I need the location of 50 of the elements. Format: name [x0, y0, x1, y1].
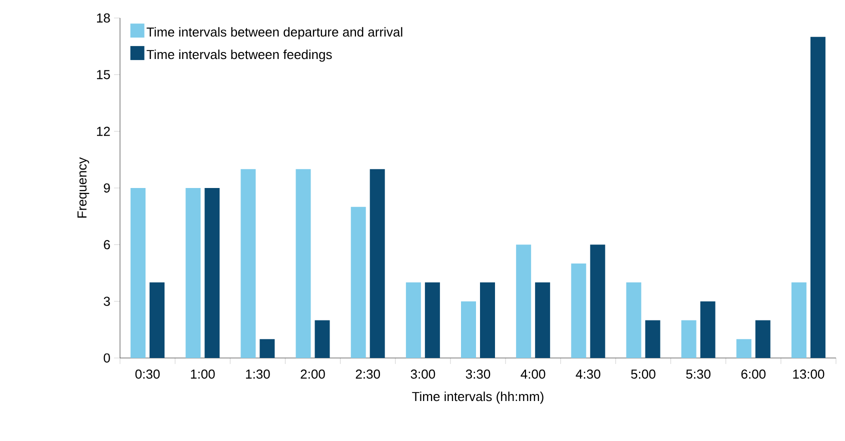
y-tick-label: 3	[104, 296, 110, 306]
bar	[755, 320, 770, 358]
x-tick-label: 4:30	[576, 370, 600, 379]
legend-label: Time intervals between departure and arrival	[146, 27, 402, 40]
bar	[791, 282, 806, 358]
bar	[681, 320, 696, 358]
y-tick-label: 18	[97, 13, 110, 23]
y-tick-label: 15	[97, 70, 110, 80]
x-tick-label: 6:00	[741, 370, 766, 379]
bar	[350, 206, 366, 358]
bar	[424, 282, 440, 358]
bar	[590, 244, 606, 358]
bar	[296, 169, 311, 358]
x-tick-label: 2:00	[300, 370, 325, 379]
bar	[150, 282, 165, 358]
x-tick-label: 1:30	[246, 370, 270, 379]
x-tick-label: 3:00	[410, 370, 436, 379]
y-axis-title: Frequency	[78, 157, 90, 218]
y-tick-label: 6	[104, 240, 110, 250]
bar	[516, 244, 532, 358]
x-axis-title: Time intervals (hh:mm)	[412, 392, 544, 404]
bar	[626, 282, 642, 358]
x-tick-label: 4:00	[520, 370, 546, 379]
bar	[314, 320, 330, 358]
bar	[204, 188, 220, 358]
x-tick-label: 13:00	[793, 370, 824, 379]
bar	[535, 282, 550, 358]
x-tick-label: 3:30	[466, 370, 490, 379]
x-tick-label: 1:00	[190, 370, 215, 379]
bar	[240, 169, 256, 358]
bar	[186, 188, 201, 358]
x-tick-label: 0:30	[135, 370, 160, 379]
y-tick-label: 9	[104, 183, 110, 193]
bar	[260, 339, 275, 358]
bar	[736, 339, 752, 358]
bar	[370, 169, 385, 358]
bar	[130, 188, 146, 358]
bar	[480, 282, 496, 358]
bar	[406, 282, 421, 358]
legend-label: Time intervals between feedings	[146, 50, 332, 62]
x-tick-label: 5:00	[631, 370, 656, 379]
bar	[461, 301, 476, 358]
bar	[810, 36, 826, 358]
y-tick-label: 0	[104, 353, 110, 363]
x-tick-label: 2:30	[356, 370, 380, 379]
bar	[700, 301, 716, 358]
bar	[645, 320, 660, 358]
x-tick-label: 5:30	[686, 370, 710, 379]
y-tick-label: 12	[97, 126, 110, 136]
bar	[571, 264, 586, 358]
